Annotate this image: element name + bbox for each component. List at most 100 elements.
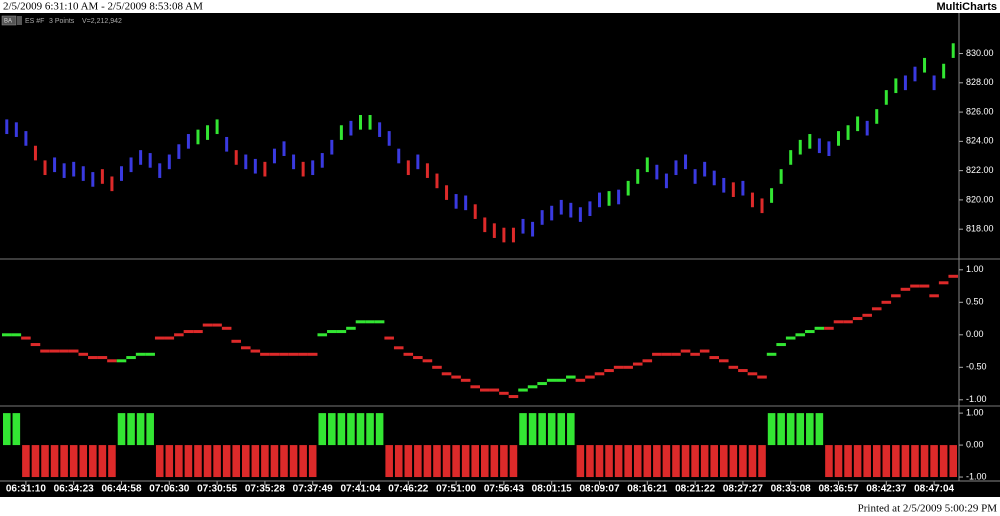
indicator-step xyxy=(221,326,232,330)
price-bar xyxy=(473,204,477,219)
price-bar xyxy=(531,221,535,237)
indicator-step xyxy=(776,343,786,347)
price-bar xyxy=(14,122,18,137)
price-bar xyxy=(425,163,429,178)
price-bar xyxy=(110,176,114,192)
legend-resolution: 3 Points xyxy=(49,18,75,25)
signal-bar xyxy=(433,445,441,478)
price-bar xyxy=(693,169,697,184)
indicator-step xyxy=(489,388,500,392)
signal-bar xyxy=(767,413,776,446)
indicator-step xyxy=(795,333,806,337)
price-bar xyxy=(645,157,649,173)
price-bar xyxy=(903,75,907,91)
indicator-step xyxy=(613,365,624,369)
legend-button[interactable] xyxy=(17,16,22,25)
price-bar xyxy=(827,141,831,156)
indicator-step xyxy=(212,323,222,327)
indicator-step xyxy=(116,359,127,363)
signal-bar xyxy=(863,445,871,478)
indicator-step xyxy=(709,356,719,360)
indicator-step xyxy=(183,330,194,334)
signal-bar xyxy=(222,445,231,478)
price-bar xyxy=(416,154,420,170)
x-tick-label: 06:44:58 xyxy=(101,484,141,495)
signal-bar xyxy=(949,445,957,478)
price-bar xyxy=(349,120,353,136)
price-bar xyxy=(244,154,248,170)
x-tick-label: 07:30:55 xyxy=(197,484,237,495)
price-bar xyxy=(72,161,76,177)
indicator-step xyxy=(11,333,22,337)
price-bar xyxy=(206,125,210,140)
indicator-step xyxy=(2,333,12,337)
price-bar xyxy=(798,139,802,155)
price-bar xyxy=(100,169,104,184)
indicator-step xyxy=(336,330,347,334)
signal-bar xyxy=(806,413,814,446)
indicator-step xyxy=(441,372,452,376)
signal-bar xyxy=(758,445,766,478)
x-tick-label: 07:06:30 xyxy=(149,484,189,495)
signal-bar xyxy=(710,445,718,478)
signal-bar xyxy=(385,445,393,478)
price-bar xyxy=(215,119,219,135)
price-bar xyxy=(167,154,171,170)
signal-bar xyxy=(605,445,613,478)
price-bar xyxy=(559,199,563,215)
signal-bar xyxy=(872,445,881,478)
price-bar xyxy=(253,158,257,174)
indicator-step xyxy=(135,352,146,356)
indicator-step xyxy=(164,336,175,340)
indicator-step xyxy=(202,323,213,327)
price-bar xyxy=(378,122,382,137)
price-bar xyxy=(368,115,372,130)
price-bar xyxy=(569,202,573,218)
indicator-step xyxy=(671,352,681,356)
signal-bar xyxy=(509,445,518,478)
indicator-step xyxy=(594,372,605,376)
x-tick-label: 08:16:21 xyxy=(627,484,667,495)
indicator-step xyxy=(738,369,748,373)
price-bar xyxy=(339,125,343,140)
indicator-step xyxy=(824,326,834,330)
price-bar xyxy=(263,161,267,177)
price-bar xyxy=(923,57,927,73)
signal-bar xyxy=(882,445,891,478)
indicator-step xyxy=(910,284,920,288)
price-bar xyxy=(578,207,582,222)
price-bar xyxy=(712,170,716,186)
price-bar xyxy=(435,173,439,189)
signal-bar xyxy=(834,445,843,478)
x-tick-label: 08:01:15 xyxy=(532,484,572,495)
price-bar xyxy=(674,160,678,176)
signal-bar xyxy=(289,445,298,478)
indicator-step xyxy=(757,375,767,379)
indicator-step xyxy=(21,336,31,340)
signal-bar xyxy=(930,445,938,478)
indicator-step xyxy=(298,352,308,356)
brand: MultiCharts xyxy=(937,1,998,13)
indicator-step xyxy=(699,349,710,353)
price-bar xyxy=(234,150,238,165)
price-bar xyxy=(875,109,879,124)
indicator-step xyxy=(241,346,251,350)
indicator-step xyxy=(948,274,958,278)
signal-bar xyxy=(786,413,795,446)
price-bar xyxy=(703,161,707,177)
y-tick-label: 1.00 xyxy=(966,407,984,417)
indicator-step xyxy=(307,352,318,356)
indicator-step xyxy=(652,352,662,356)
price-bar xyxy=(43,160,47,176)
x-tick-label: 06:31:10 xyxy=(6,484,46,495)
y-tick-label: 824.00 xyxy=(966,136,994,146)
indicator-step xyxy=(632,362,643,366)
price-bar xyxy=(684,154,688,170)
signal-bar xyxy=(920,445,929,478)
price-bar xyxy=(626,180,630,196)
y-tick-label: 818.00 xyxy=(966,224,994,234)
price-bar xyxy=(770,188,774,203)
price-bar xyxy=(846,125,850,140)
